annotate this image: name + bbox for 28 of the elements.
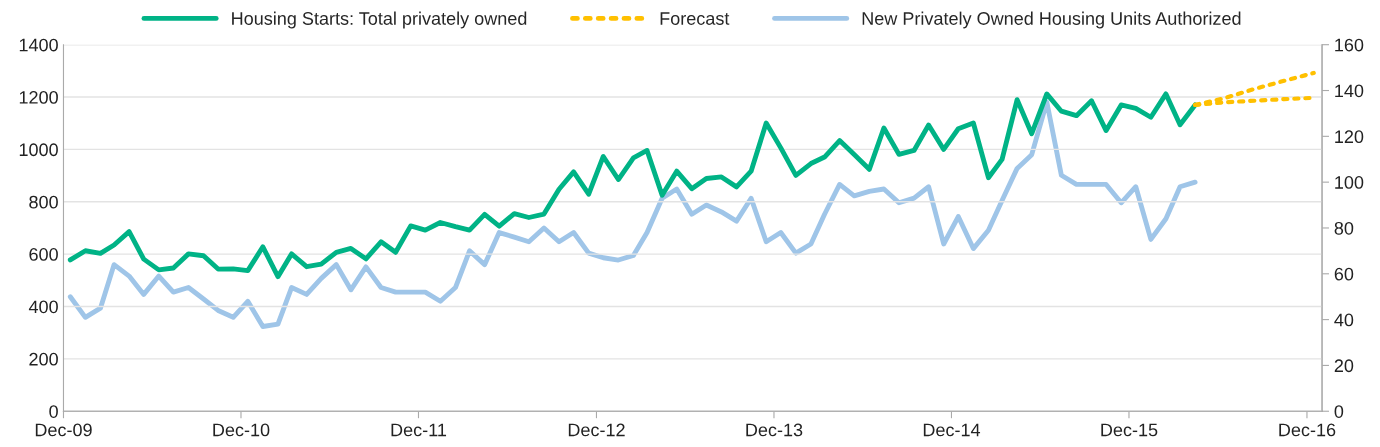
y-tick-label: 600: [29, 248, 58, 261]
x-tick-label: Dec-09: [35, 423, 92, 437]
y-tick-label: 400: [28, 300, 58, 314]
y2-tick-label: 60: [1334, 267, 1354, 281]
y2-tick-label: 160: [1335, 38, 1364, 52]
x-tick-label: Dec-13: [746, 423, 803, 437]
y-tick-label: 0: [49, 405, 58, 418]
legend-label: Forecast: [660, 12, 730, 25]
y-tick-label: 800: [29, 195, 58, 209]
y2-tick-label: 140: [1335, 84, 1364, 98]
y2-tick-label: 120: [1335, 130, 1364, 144]
x-tick-label: Dec-16: [1279, 423, 1336, 437]
y2-tick-label: 0: [1334, 405, 1344, 418]
y2-tick-label: 20: [1334, 359, 1354, 373]
legend-label: New Privately Owned Housing Units Authorized: [862, 11, 1241, 29]
x-tick-label: Dec-10: [213, 423, 270, 437]
x-tick-label: Dec-15: [1101, 423, 1158, 437]
y2-tick-label: 40: [1334, 313, 1354, 327]
x-tick-label: Dec-12: [568, 423, 625, 437]
x-tick-label: Dec-14: [923, 423, 981, 437]
y2-tick-label: 80: [1334, 221, 1354, 235]
y2-tick-label: 100: [1335, 176, 1364, 189]
legend-label: Housing Starts: Total privately owned: [232, 11, 527, 29]
x-tick-label: Dec-11: [391, 423, 447, 437]
y-tick-label: 200: [29, 352, 58, 366]
y-tick-label: 1200: [19, 91, 58, 104]
y-tick-label: 1000: [19, 143, 58, 157]
y-tick-label: 1400: [19, 38, 58, 52]
